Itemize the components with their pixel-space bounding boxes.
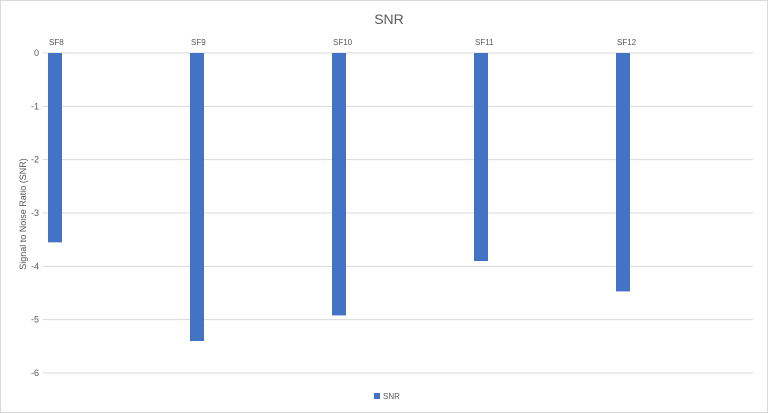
y-tick-label: -1 (31, 101, 39, 111)
y-tick-label: 0 (34, 48, 39, 58)
bar-sf9 (190, 53, 204, 341)
category-labels: SF8 SF9 SF10 SF11 SF12 (49, 38, 637, 47)
legend-label-snr: SNR (383, 392, 400, 401)
bar-sf11 (474, 53, 488, 261)
y-axis-ticks: 0 -1 -2 -3 -4 -5 -6 (31, 48, 39, 378)
category-label-sf8: SF8 (49, 38, 64, 47)
legend: SNR (374, 392, 400, 401)
y-tick-label: -2 (31, 155, 39, 165)
legend-swatch-snr (374, 393, 380, 399)
chart-title: SNR (374, 11, 404, 27)
bar-sf8 (48, 53, 62, 243)
y-tick-label: -3 (31, 208, 39, 218)
bar-sf10 (332, 53, 346, 316)
bar-sf12 (616, 53, 630, 292)
y-tick-label: -5 (31, 315, 39, 325)
y-tick-label: -4 (31, 261, 39, 271)
category-label-sf10: SF10 (333, 38, 353, 47)
y-axis-title: Signal to Noise Ratio (SNR) (18, 158, 28, 270)
category-label-sf11: SF11 (475, 38, 494, 47)
gridlines (43, 52, 753, 374)
bars (48, 53, 630, 341)
y-tick-label: -6 (31, 368, 39, 378)
category-label-sf9: SF9 (191, 38, 206, 47)
category-label-sf12: SF12 (617, 38, 637, 47)
